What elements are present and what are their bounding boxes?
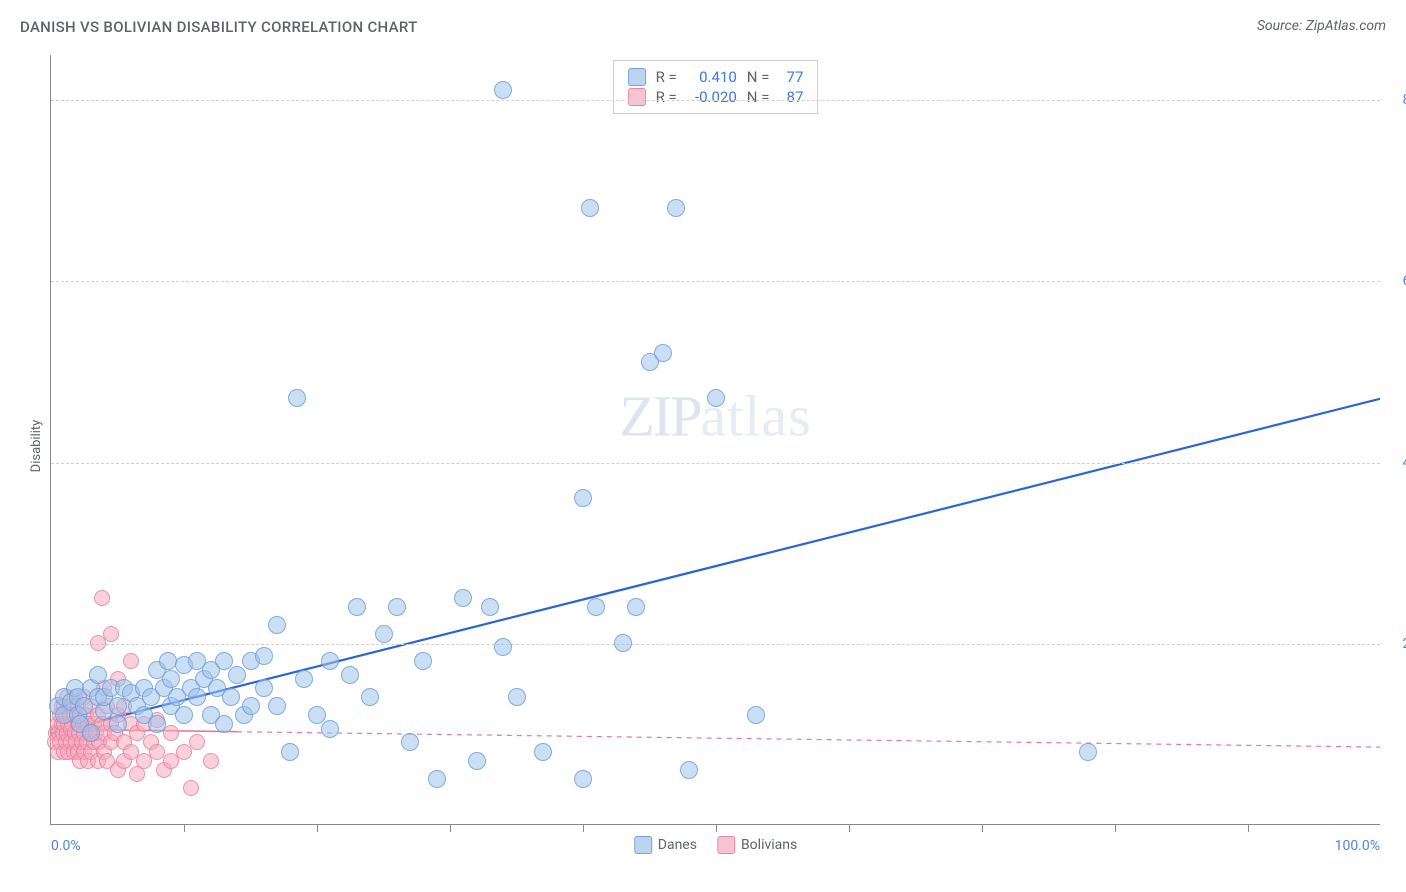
data-point xyxy=(680,761,698,779)
data-point xyxy=(508,688,526,706)
legend-item-danes: Danes xyxy=(634,836,697,854)
x-tick xyxy=(1248,824,1249,832)
x-tick xyxy=(716,824,717,832)
r-value-danes: 0.410 xyxy=(687,68,737,86)
data-point xyxy=(534,743,552,761)
watermark-bold: ZIP xyxy=(619,384,700,449)
trend-line xyxy=(51,399,1380,734)
n-value-danes: 77 xyxy=(779,68,803,86)
y-axis-label: Disability xyxy=(29,420,44,473)
legend-label-bolivians: Bolivians xyxy=(741,837,797,853)
data-point xyxy=(255,647,273,665)
stats-row-bolivians: R = -0.020 N = 87 xyxy=(628,88,804,106)
y-tick-label: 20.0% xyxy=(1402,636,1406,652)
data-point xyxy=(175,706,193,724)
data-point xyxy=(183,780,199,796)
data-point xyxy=(481,598,499,616)
data-point xyxy=(109,715,127,733)
data-point xyxy=(288,389,306,407)
data-point xyxy=(188,688,206,706)
r-label: R = xyxy=(656,68,677,86)
gridline-h xyxy=(51,644,1380,645)
data-point xyxy=(123,653,139,669)
x-tick xyxy=(849,824,850,832)
data-point xyxy=(581,199,599,217)
data-point xyxy=(375,625,393,643)
data-point xyxy=(667,199,685,217)
data-point xyxy=(103,626,119,642)
plot-area: ZIPatlas R = 0.410 N = 77 R = -0.020 N =… xyxy=(50,55,1380,825)
data-point xyxy=(707,389,725,407)
data-point xyxy=(494,638,512,656)
swatch-pink-icon xyxy=(628,88,646,106)
data-point xyxy=(627,598,645,616)
source-label: Source: ZipAtlas.com xyxy=(1257,18,1386,34)
x-tick xyxy=(982,824,983,832)
r-label: R = xyxy=(656,88,677,106)
n-label: N = xyxy=(747,88,770,106)
data-point xyxy=(255,679,273,697)
data-point xyxy=(82,724,100,742)
x-tick xyxy=(184,824,185,832)
swatch-blue-icon xyxy=(628,68,646,86)
data-point xyxy=(361,688,379,706)
data-point xyxy=(203,753,219,769)
legend-label-danes: Danes xyxy=(658,837,697,853)
x-tick xyxy=(450,824,451,832)
stats-row-danes: R = 0.410 N = 77 xyxy=(628,68,804,86)
data-point xyxy=(614,634,632,652)
data-point xyxy=(242,697,260,715)
chart-title: DANISH VS BOLIVIAN DISABILITY CORRELATIO… xyxy=(20,18,418,36)
swatch-pink-icon xyxy=(717,836,735,854)
data-point xyxy=(321,652,339,670)
data-point xyxy=(268,697,286,715)
swatch-blue-icon xyxy=(634,836,652,854)
data-point xyxy=(341,666,359,684)
data-point xyxy=(348,598,366,616)
gridline-h xyxy=(51,100,1380,101)
data-point xyxy=(454,589,472,607)
x-tick xyxy=(1115,824,1116,832)
data-point xyxy=(109,697,127,715)
stats-box: R = 0.410 N = 77 R = -0.020 N = 87 xyxy=(613,60,819,114)
gridline-h xyxy=(51,281,1380,282)
n-value-bolivians: 87 xyxy=(779,88,803,106)
data-point xyxy=(587,598,605,616)
data-point xyxy=(321,720,339,738)
data-point xyxy=(574,770,592,788)
data-point xyxy=(222,688,240,706)
y-tick-label: 80.0% xyxy=(1402,92,1406,108)
data-point xyxy=(428,770,446,788)
data-point xyxy=(574,489,592,507)
data-point xyxy=(1079,743,1097,761)
data-point xyxy=(414,652,432,670)
x-tick xyxy=(583,824,584,832)
data-point xyxy=(295,670,313,688)
x-max-label: 100.0% xyxy=(1335,838,1380,854)
n-label: N = xyxy=(747,68,770,86)
data-point xyxy=(228,666,246,684)
data-point xyxy=(468,752,486,770)
data-point xyxy=(494,81,512,99)
r-value-bolivians: -0.020 xyxy=(687,88,737,106)
data-point xyxy=(281,743,299,761)
data-point xyxy=(215,715,233,733)
x-min-label: 0.0% xyxy=(51,838,81,854)
gridline-h xyxy=(51,463,1380,464)
data-point xyxy=(747,706,765,724)
data-point xyxy=(94,590,110,606)
data-point xyxy=(148,715,166,733)
data-point xyxy=(162,670,180,688)
data-point xyxy=(189,734,205,750)
bottom-legend: Danes Bolivians xyxy=(634,836,797,854)
x-tick xyxy=(317,824,318,832)
y-tick-label: 40.0% xyxy=(1402,455,1406,471)
y-tick-label: 60.0% xyxy=(1402,273,1406,289)
data-point xyxy=(654,344,672,362)
legend-item-bolivians: Bolivians xyxy=(717,836,797,854)
data-point xyxy=(401,733,419,751)
data-point xyxy=(388,598,406,616)
data-point xyxy=(268,616,286,634)
